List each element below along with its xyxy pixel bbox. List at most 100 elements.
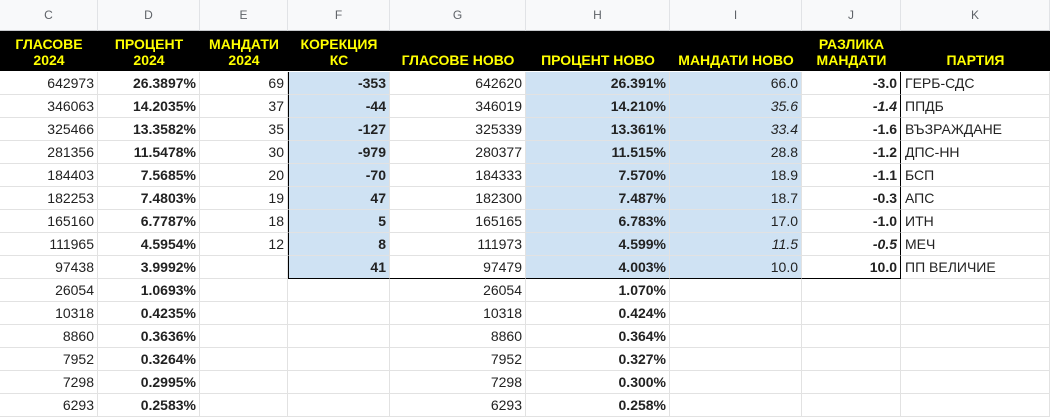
column-header-k[interactable]: K (901, 0, 1050, 31)
table-cell[interactable]: 26054 (0, 279, 98, 302)
table-cell[interactable]: 17.0 (670, 210, 802, 233)
table-cell[interactable]: 165165 (390, 210, 526, 233)
table-cell[interactable]: 10318 (390, 302, 526, 325)
table-cell[interactable]: 18.7 (670, 187, 802, 210)
column-header-i[interactable]: I (670, 0, 802, 31)
table-cell[interactable] (288, 302, 390, 325)
table-cell[interactable]: 14.2035% (98, 95, 200, 118)
table-cell[interactable]: -1.1 (802, 164, 901, 187)
table-cell[interactable]: -44 (288, 95, 390, 118)
table-cell[interactable] (670, 325, 802, 348)
table-cell[interactable] (901, 325, 1050, 348)
table-cell[interactable]: 66.0 (670, 72, 802, 95)
table-cell[interactable] (200, 256, 288, 279)
column-header-f[interactable]: F (288, 0, 390, 31)
table-cell[interactable]: 8860 (390, 325, 526, 348)
table-cell[interactable]: 13.3582% (98, 118, 200, 141)
table-cell[interactable]: 35 (200, 118, 288, 141)
column-header-d[interactable]: D (98, 0, 200, 31)
table-cell[interactable]: 35.6 (670, 95, 802, 118)
table-cell[interactable]: 642973 (0, 72, 98, 95)
table-cell[interactable]: 0.4235% (98, 302, 200, 325)
table-cell[interactable]: 0.258% (526, 394, 670, 417)
table-cell[interactable] (288, 348, 390, 371)
table-cell[interactable]: ПП ВЕЛИЧИЕ (901, 256, 1050, 279)
table-cell[interactable] (901, 302, 1050, 325)
column-header-h[interactable]: H (526, 0, 670, 31)
table-cell[interactable]: 28.8 (670, 141, 802, 164)
table-cell[interactable]: ДПС-НН (901, 141, 1050, 164)
table-cell[interactable]: 165160 (0, 210, 98, 233)
table-cell[interactable]: ГЕРБ-СДС (901, 72, 1050, 95)
table-cell[interactable]: ВЪЗРАЖДАНЕ (901, 118, 1050, 141)
header-cell[interactable]: ПРОЦЕНТ 2024 (98, 31, 200, 71)
table-cell[interactable]: 47 (288, 187, 390, 210)
header-cell[interactable]: ПРОЦЕНТ НОВО (526, 31, 670, 71)
table-cell[interactable]: 7952 (0, 348, 98, 371)
table-cell[interactable]: 1.0693% (98, 279, 200, 302)
table-cell[interactable]: 0.364% (526, 325, 670, 348)
table-cell[interactable]: 7952 (390, 348, 526, 371)
table-cell[interactable]: 41 (288, 256, 390, 279)
table-cell[interactable]: -1.2 (802, 141, 901, 164)
table-cell[interactable]: 346063 (0, 95, 98, 118)
table-cell[interactable]: 18 (200, 210, 288, 233)
table-cell[interactable]: 7298 (0, 371, 98, 394)
column-header-g[interactable]: G (390, 0, 526, 31)
table-cell[interactable]: 97479 (390, 256, 526, 279)
column-header-j[interactable]: J (802, 0, 901, 31)
table-cell[interactable] (288, 279, 390, 302)
table-cell[interactable]: 11.5 (670, 233, 802, 256)
table-cell[interactable]: 26054 (390, 279, 526, 302)
table-cell[interactable]: 11.515% (526, 141, 670, 164)
column-header-c[interactable]: C (0, 0, 98, 31)
table-cell[interactable]: 20 (200, 164, 288, 187)
table-cell[interactable] (901, 371, 1050, 394)
header-cell[interactable]: КОРЕКЦИЯ КС (288, 31, 390, 71)
table-cell[interactable]: 10318 (0, 302, 98, 325)
table-cell[interactable]: БСП (901, 164, 1050, 187)
table-cell[interactable]: 10.0 (670, 256, 802, 279)
table-cell[interactable] (670, 279, 802, 302)
table-cell[interactable]: 97438 (0, 256, 98, 279)
table-cell[interactable] (288, 325, 390, 348)
table-cell[interactable] (802, 325, 901, 348)
table-cell[interactable]: 0.2995% (98, 371, 200, 394)
table-cell[interactable] (200, 325, 288, 348)
table-cell[interactable] (200, 348, 288, 371)
table-cell[interactable]: 1.070% (526, 279, 670, 302)
table-cell[interactable]: 8 (288, 233, 390, 256)
table-cell[interactable] (670, 394, 802, 417)
table-cell[interactable]: 0.3636% (98, 325, 200, 348)
table-cell[interactable]: -70 (288, 164, 390, 187)
table-cell[interactable]: -979 (288, 141, 390, 164)
table-cell[interactable]: 7.5685% (98, 164, 200, 187)
table-cell[interactable]: 12 (200, 233, 288, 256)
table-cell[interactable]: 184333 (390, 164, 526, 187)
table-cell[interactable] (901, 279, 1050, 302)
header-cell[interactable]: ПАРТИЯ (901, 31, 1050, 71)
table-cell[interactable] (288, 394, 390, 417)
table-cell[interactable]: -1.6 (802, 118, 901, 141)
table-cell[interactable]: 7298 (390, 371, 526, 394)
table-cell[interactable] (200, 394, 288, 417)
table-cell[interactable]: 182300 (390, 187, 526, 210)
table-cell[interactable]: 13.361% (526, 118, 670, 141)
table-cell[interactable]: 8860 (0, 325, 98, 348)
table-cell[interactable]: 6293 (390, 394, 526, 417)
table-cell[interactable]: -3.0 (802, 72, 901, 95)
table-cell[interactable]: -1.4 (802, 95, 901, 118)
table-cell[interactable]: 69 (200, 72, 288, 95)
table-cell[interactable]: 6293 (0, 394, 98, 417)
table-cell[interactable]: 642620 (390, 72, 526, 95)
table-cell[interactable]: 0.424% (526, 302, 670, 325)
table-cell[interactable]: 0.300% (526, 371, 670, 394)
table-cell[interactable]: АПС (901, 187, 1050, 210)
table-cell[interactable]: ИТН (901, 210, 1050, 233)
table-cell[interactable]: 346019 (390, 95, 526, 118)
table-cell[interactable]: 10.0 (802, 256, 901, 279)
table-cell[interactable] (901, 394, 1050, 417)
table-cell[interactable]: 18.9 (670, 164, 802, 187)
table-cell[interactable]: 3.9992% (98, 256, 200, 279)
